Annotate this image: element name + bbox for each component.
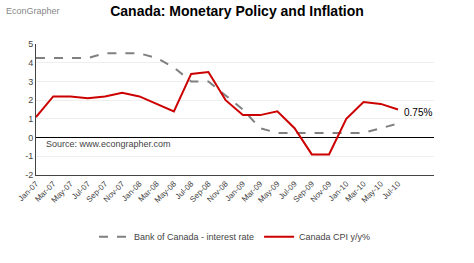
svg-text:Canada: Monetary Policy and In: Canada: Monetary Policy and Inflation <box>110 3 364 19</box>
svg-text:1: 1 <box>28 114 33 124</box>
svg-text:May-08: May-08 <box>153 179 179 205</box>
svg-text:Sep-09: Sep-09 <box>291 179 316 204</box>
svg-text:2: 2 <box>28 95 33 105</box>
svg-text:Jul-07: Jul-07 <box>70 179 92 201</box>
svg-text:Mar-07: Mar-07 <box>33 179 58 204</box>
svg-text:May-10: May-10 <box>360 179 386 205</box>
svg-text:Mar-10: Mar-10 <box>343 179 368 204</box>
svg-text:Jan-09: Jan-09 <box>223 179 247 203</box>
svg-text:Sep-07: Sep-07 <box>85 179 110 204</box>
svg-text:Nov-07: Nov-07 <box>102 179 127 204</box>
svg-text:Mar-08: Mar-08 <box>137 179 162 204</box>
svg-text:Nov-09: Nov-09 <box>309 179 334 204</box>
svg-text:Nov-08: Nov-08 <box>205 179 230 204</box>
svg-text:Canada CPI y/y%: Canada CPI y/y% <box>299 232 370 242</box>
svg-text:Source: www.econgrapher.com: Source: www.econgrapher.com <box>46 139 171 149</box>
svg-text:Mar-09: Mar-09 <box>240 179 265 204</box>
svg-text:Bank of Canada - interest rate: Bank of Canada - interest rate <box>134 232 254 242</box>
svg-text:Jan-07: Jan-07 <box>17 179 41 203</box>
svg-text:May-07: May-07 <box>49 179 75 205</box>
svg-text:3: 3 <box>28 77 33 87</box>
svg-text:Jan-10: Jan-10 <box>327 179 351 203</box>
svg-text:Jul-08: Jul-08 <box>174 179 196 201</box>
svg-text:Jul-10: Jul-10 <box>380 179 402 201</box>
svg-text:-2: -2 <box>25 170 33 180</box>
svg-text:4: 4 <box>28 58 33 68</box>
svg-text:Sep-08: Sep-08 <box>188 179 213 204</box>
svg-text:0: 0 <box>28 133 33 143</box>
svg-text:0.75%: 0.75% <box>404 107 432 118</box>
svg-text:Jul-09: Jul-09 <box>277 179 299 201</box>
svg-text:-1: -1 <box>25 151 33 161</box>
svg-text:EconGrapher: EconGrapher <box>6 6 60 16</box>
svg-text:May-09: May-09 <box>256 179 282 205</box>
svg-text:5: 5 <box>28 39 33 49</box>
svg-text:Jan-08: Jan-08 <box>120 179 144 203</box>
